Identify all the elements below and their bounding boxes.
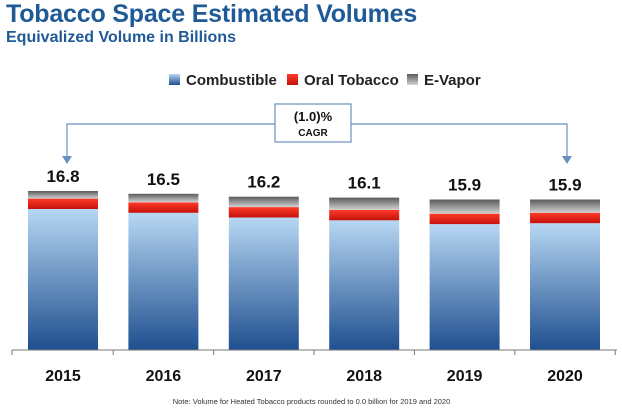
legend-label-oral-tobacco: Oral Tobacco <box>304 72 399 89</box>
bar-combustible-2017 <box>228 217 299 350</box>
cagr-box <box>274 103 352 143</box>
bar-oral-tobacco-2016 <box>128 202 199 213</box>
legend-swatch-e-vapor <box>407 74 418 85</box>
total-label-2020: 15.9 <box>548 176 581 195</box>
bar-oral-tobacco-2019 <box>429 213 500 225</box>
bar-combustible-2020 <box>530 223 600 350</box>
bar-e-vapor-2020 <box>530 199 600 213</box>
x-tick-label-2015: 2015 <box>45 368 81 385</box>
bar-value-labels: 16.8 16.5 16.2 16.1 15.9 15.9 <box>46 167 581 195</box>
x-tick-label-2019: 2019 <box>447 368 483 385</box>
legend-swatch-combustible <box>169 74 180 85</box>
bar-e-vapor-2018 <box>329 197 400 210</box>
legend-label-e-vapor: E-Vapor <box>424 72 481 89</box>
bar-oral-tobacco-2018 <box>329 209 400 221</box>
bar-combustible-2015 <box>28 209 98 350</box>
legend-label-combustible: Combustible <box>186 72 277 89</box>
bar-e-vapor-2017 <box>228 196 299 208</box>
legend-swatch-oral-tobacco <box>287 74 298 85</box>
x-tick-label-2018: 2018 <box>346 368 382 385</box>
bar-oral-tobacco-2015 <box>28 198 98 209</box>
bars <box>28 191 600 350</box>
total-label-2015: 16.8 <box>46 167 79 186</box>
total-label-2017: 16.2 <box>247 173 280 192</box>
footnote: Note: Volume for Heated Tobacco products… <box>172 397 451 406</box>
bar-combustible-2018 <box>329 220 400 350</box>
bar-e-vapor-2016 <box>128 193 199 203</box>
bar-oral-tobacco-2017 <box>228 207 299 218</box>
bar-oral-tobacco-2020 <box>530 212 600 224</box>
total-label-2019: 15.9 <box>448 176 481 195</box>
bar-combustible-2019 <box>429 224 500 350</box>
cagr-arrow-right <box>562 156 572 164</box>
cagr-value: (1.0)% <box>294 109 333 124</box>
total-label-2018: 16.1 <box>348 174 381 193</box>
legend: Combustible Oral Tobacco E-Vapor <box>169 72 481 89</box>
bar-combustible-2016 <box>128 212 199 350</box>
x-tick-label-2020: 2020 <box>547 368 583 385</box>
total-label-2016: 16.5 <box>147 170 180 189</box>
cagr-label: CAGR <box>298 128 328 139</box>
x-tick-label-2017: 2017 <box>246 368 282 385</box>
bar-e-vapor-2015 <box>28 191 98 199</box>
cagr-annotation: (1.0)% CAGR <box>62 103 572 164</box>
chart-title: Tobacco Space Estimated Volumes <box>6 0 418 28</box>
bar-e-vapor-2019 <box>429 199 500 214</box>
x-tick-label-2016: 2016 <box>146 368 182 385</box>
cagr-arrow-left <box>62 156 72 164</box>
chart-subtitle: Equivalized Volume in Billions <box>6 29 236 46</box>
x-axis: 2015 2016 2017 2018 2019 2020 <box>11 349 617 385</box>
